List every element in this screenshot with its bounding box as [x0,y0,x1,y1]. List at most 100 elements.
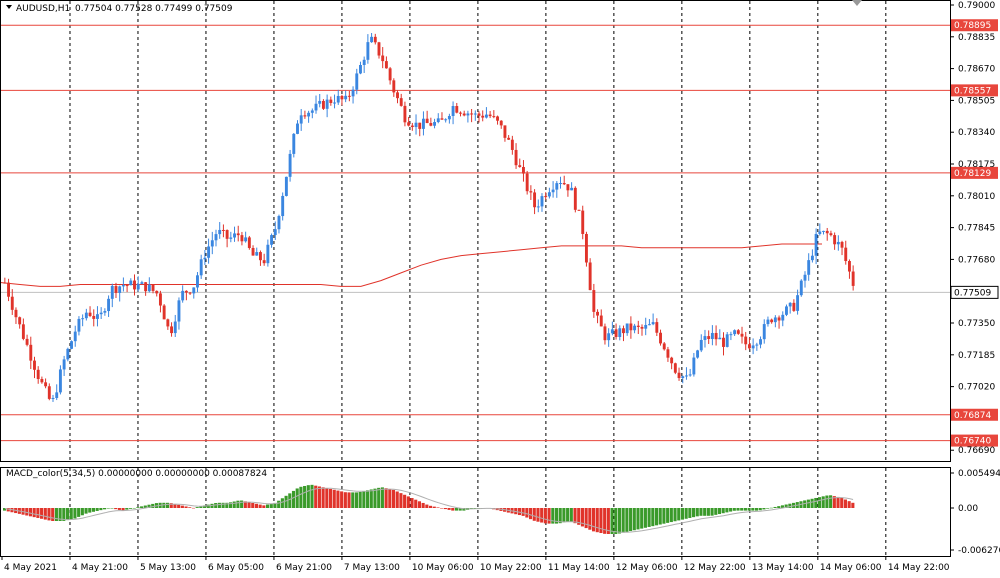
macd-bar [769,507,773,509]
dropdown-triangle-icon[interactable] [6,5,12,9]
macd-bar [595,508,599,533]
candle-body [514,149,518,166]
macd-bar [177,504,181,508]
macd-bar [717,508,722,515]
candle-body [640,326,644,329]
macd-bar [399,493,403,508]
candle-body [718,337,722,340]
scroll-corner-triangle-icon[interactable] [852,0,862,6]
macd-bar [288,493,292,508]
macd-bar [421,502,425,508]
candle-body [321,100,325,109]
candle-body [740,333,744,337]
macd-bar [736,508,740,511]
macd-bar [610,508,614,534]
candle-body [21,324,25,339]
candle-body [418,122,422,129]
macd-bar [669,508,673,523]
candle-body [447,116,451,120]
level-price-box [951,166,998,179]
candle-body [440,118,444,120]
macd-bar [340,491,344,508]
candle-body [299,115,303,124]
candle-body [18,317,22,325]
macd-bar [140,506,144,508]
macd-bar [195,507,199,508]
candle-body [833,235,837,245]
macd-bar [165,502,170,508]
macd-bar [217,502,221,508]
candle-body [344,95,348,100]
candle-body [70,341,73,349]
macd-bar [688,508,692,518]
candle-body [725,334,729,347]
macd-bar [766,508,770,509]
horizontal-levels: 0.78895 0.78557 0.78129 0.76874 0.76740 0.775… [0,19,999,447]
candle-body [466,113,470,116]
macd-bar [162,502,166,508]
candle-body [7,282,11,297]
macd-bar [343,492,347,508]
macd-bar [40,508,44,519]
candle-body [573,187,577,210]
candle-body [29,344,33,361]
candle-body [473,113,477,115]
candle-body [677,372,681,379]
candle-body [636,325,640,327]
candle-body [703,336,707,340]
candle-body [499,120,503,126]
macd-bar [714,508,718,515]
macd-bar [536,508,540,522]
candle-body [177,300,181,322]
macd-bar [817,497,822,508]
macd-bar [280,498,284,508]
candle-body [110,285,114,299]
candle-body [533,192,537,208]
candle-body [96,314,99,319]
y-tick-label: 0.78340 [958,128,995,138]
candle-body [825,230,829,234]
candle-body [488,114,492,117]
candle-body [762,324,766,340]
macd-signal-line [4,487,854,533]
candle-body [607,333,611,341]
candle-body [751,345,755,349]
candle-body [696,350,700,358]
macd-bar [773,506,777,508]
x-tick-label: 10 May 06:00 [412,563,474,573]
y-tick-label: 0.77845 [958,224,995,234]
level-price-label: 0.76874 [954,411,991,421]
y-tick-label: 0.77185 [958,351,995,361]
candle-body [259,252,262,261]
candle-body [551,189,555,193]
macd-bar [706,508,710,516]
candle-body [170,326,173,334]
candle-body [362,59,366,65]
candle-body [503,125,507,138]
candle-body [92,315,96,319]
macd-bar [632,508,636,531]
macd-bar [543,508,547,524]
macd-bar [614,508,618,534]
macd-bar [358,491,362,508]
y-tick-label: 0.78505 [958,96,995,106]
macd-bar [721,508,725,514]
candle-body [103,311,107,313]
macd-bar [354,492,359,508]
candle-body [114,285,118,293]
macd-bar [762,508,766,510]
candle-body [84,312,88,319]
macd-bar [188,507,192,508]
macd-bar [403,494,407,508]
macd-bar [232,501,236,508]
candle-body [73,331,77,342]
macd-bar [673,508,677,522]
macd-bar [406,496,410,508]
candle-body [188,292,192,294]
candle-body [121,285,125,287]
candle-body [544,196,548,198]
macd-bar [803,500,807,508]
macd-bar [77,508,81,517]
candle-body [81,318,85,320]
